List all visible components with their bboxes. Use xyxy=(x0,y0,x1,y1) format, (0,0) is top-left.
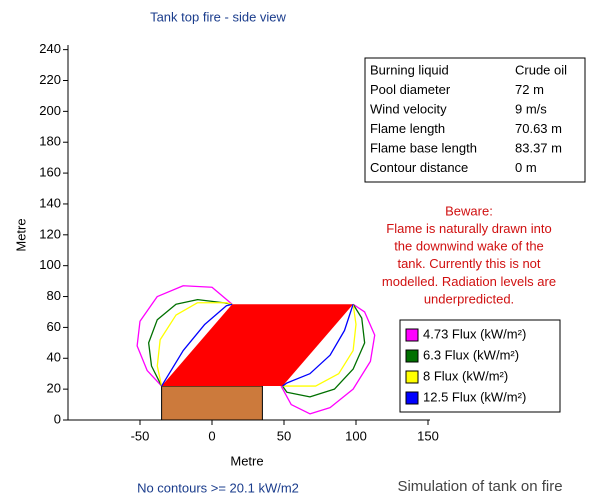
chart: Tank top fire - side view Metre Metre No… xyxy=(0,0,590,499)
legend-label: 6.3 Flux (kW/m²) xyxy=(423,347,519,362)
legend-swatch xyxy=(406,371,418,383)
chart-title: Tank top fire - side view xyxy=(150,9,286,24)
y-tick-label: 100 xyxy=(39,257,61,272)
info-label: Wind velocity xyxy=(370,101,447,116)
y-tick-label: 0 xyxy=(54,411,61,426)
x-tick-label: 100 xyxy=(345,428,367,443)
y-tick-label: 140 xyxy=(39,195,61,210)
y-tick-label: 80 xyxy=(47,288,61,303)
warning-text: Beware: xyxy=(445,203,493,218)
y-axis-label: Metre xyxy=(13,218,28,251)
warning-text: tank. Currently this is not xyxy=(397,256,540,271)
warning-text: the downwind wake of the xyxy=(394,239,544,254)
info-value: 9 m/s xyxy=(515,101,547,116)
y-tick-label: 180 xyxy=(39,134,61,149)
caption: Simulation of tank on fire xyxy=(397,478,562,495)
y-tick-label: 200 xyxy=(39,103,61,118)
info-value: 0 m xyxy=(515,160,537,175)
legend-swatch xyxy=(406,350,418,362)
legend-label: 12.5 Flux (kW/m²) xyxy=(423,389,526,404)
y-tick-label: 40 xyxy=(47,350,61,365)
info-value: 72 m xyxy=(515,82,544,97)
warning-text: Flame is naturally drawn into xyxy=(386,221,551,236)
legend-label: 8 Flux (kW/m²) xyxy=(423,368,508,383)
legend-swatch xyxy=(406,392,418,404)
x-tick-label: 50 xyxy=(277,428,291,443)
x-tick-label: 0 xyxy=(208,428,215,443)
footnote: No contours >= 20.1 kW/m2 xyxy=(137,480,299,495)
y-tick-label: 160 xyxy=(39,165,61,180)
info-label: Contour distance xyxy=(370,160,468,175)
info-value: 70.63 m xyxy=(515,121,562,136)
info-label: Pool diameter xyxy=(370,82,451,97)
y-tick-label: 20 xyxy=(47,381,61,396)
y-tick-label: 120 xyxy=(39,226,61,241)
x-tick-label: -50 xyxy=(131,428,150,443)
info-label: Burning liquid xyxy=(370,62,449,77)
legend-swatch xyxy=(406,329,418,341)
warning-text: modelled. Radiation levels are xyxy=(382,274,556,289)
warning-text: underpredicted. xyxy=(424,291,514,306)
y-tick-label: 220 xyxy=(39,72,61,87)
info-value: Crude oil xyxy=(515,62,567,77)
flame xyxy=(162,304,354,386)
x-tick-label: 150 xyxy=(417,428,439,443)
info-label: Flame base length xyxy=(370,140,477,155)
info-label: Flame length xyxy=(370,121,445,136)
y-tick-label: 240 xyxy=(39,41,61,56)
legend-label: 4.73 Flux (kW/m²) xyxy=(423,326,526,341)
y-tick-label: 60 xyxy=(47,319,61,334)
x-axis-label: Metre xyxy=(230,453,263,468)
info-value: 83.37 m xyxy=(515,140,562,155)
tank xyxy=(162,386,263,420)
